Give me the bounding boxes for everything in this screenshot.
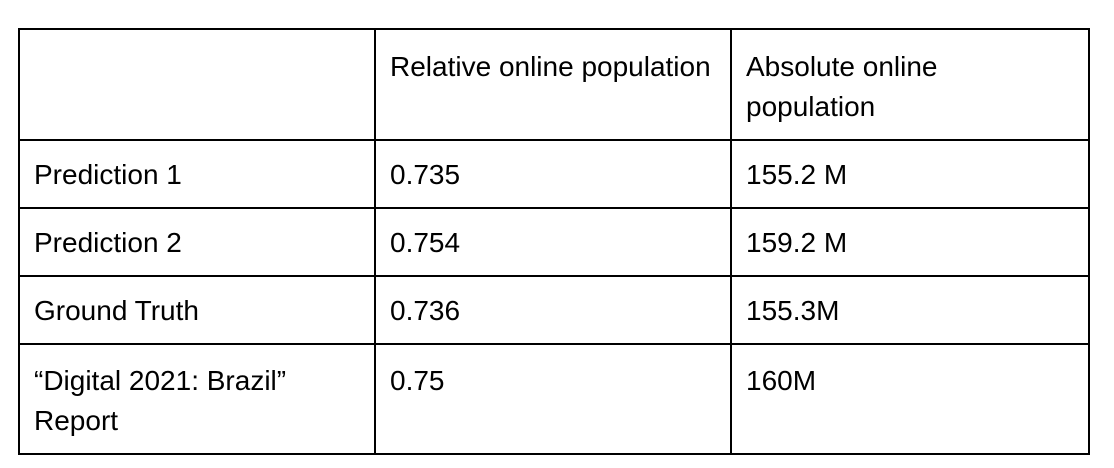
table-row: Prediction 2 0.754 159.2 M xyxy=(18,207,1090,277)
relative-value: 0.75 xyxy=(374,343,732,455)
header-cell-absolute: Absolute online population xyxy=(730,28,1090,141)
row-label: Prediction 1 xyxy=(18,139,376,209)
table-row: Prediction 1 0.735 155.2 M xyxy=(18,139,1090,209)
relative-value: 0.754 xyxy=(374,207,732,277)
row-label: “Digital 2021: Brazil” Report xyxy=(18,343,376,455)
table-row: Ground Truth 0.736 155.3M xyxy=(18,275,1090,345)
absolute-value: 160M xyxy=(730,343,1090,455)
comparison-table: Relative online population Absolute onli… xyxy=(18,28,1090,455)
table-header-row: Relative online population Absolute onli… xyxy=(18,28,1090,141)
absolute-value: 155.2 M xyxy=(730,139,1090,209)
row-label: Prediction 2 xyxy=(18,207,376,277)
header-cell-empty xyxy=(18,28,376,141)
header-cell-relative: Relative online population xyxy=(374,28,732,141)
absolute-value: 155.3M xyxy=(730,275,1090,345)
relative-value: 0.736 xyxy=(374,275,732,345)
table-row: “Digital 2021: Brazil” Report 0.75 160M xyxy=(18,343,1090,455)
absolute-value: 159.2 M xyxy=(730,207,1090,277)
row-label: Ground Truth xyxy=(18,275,376,345)
relative-value: 0.735 xyxy=(374,139,732,209)
